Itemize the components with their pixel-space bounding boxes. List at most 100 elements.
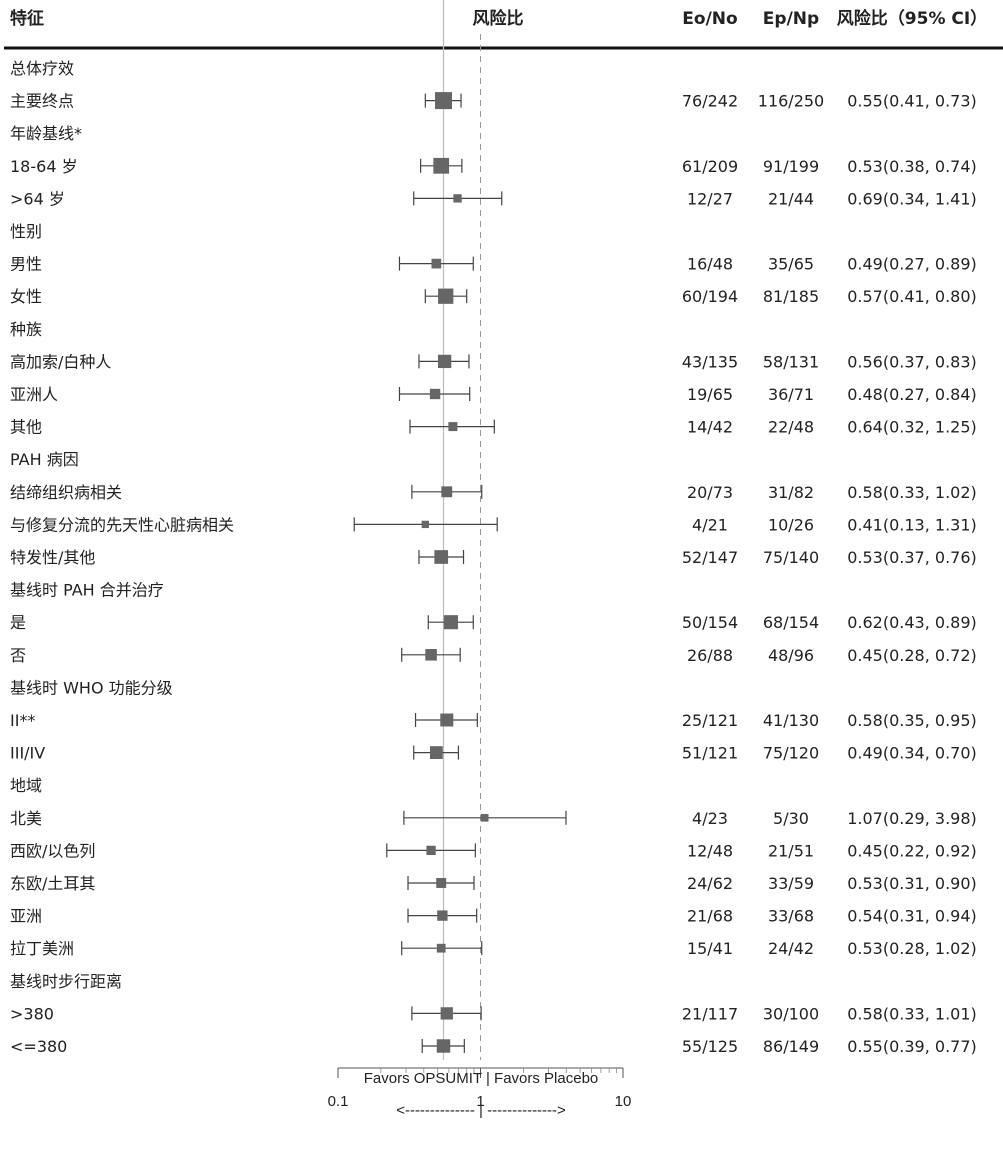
subgroup-label: II** — [10, 711, 35, 730]
subgroup-label: III/IV — [10, 744, 45, 763]
point-estimate-marker — [429, 388, 441, 400]
subgroup-label: 亚洲 — [10, 907, 42, 926]
point-estimate-marker — [426, 845, 436, 856]
x-tick-label: 10 — [615, 1093, 632, 1110]
subgroup-label: 男性 — [10, 255, 42, 274]
subgroup-label: 女性 — [10, 287, 42, 306]
events-opsumit: 51/121 — [682, 744, 738, 763]
hazard-ratio-ci: 0.58(0.33, 1.01) — [847, 1004, 977, 1023]
header-hazard-ratio: 风险比 — [473, 8, 524, 29]
subgroup-label: 其他 — [10, 418, 42, 437]
events-placebo: 33/59 — [768, 874, 814, 893]
hazard-ratio-ci: 0.55(0.39, 0.77) — [847, 1037, 977, 1056]
hazard-ratio-ci: 0.57(0.41, 0.80) — [847, 287, 977, 306]
subgroup-label: 是 — [10, 613, 26, 632]
hazard-ratio-ci: 0.56(0.37, 0.83) — [847, 352, 977, 371]
events-opsumit: 50/154 — [682, 613, 738, 632]
subgroup-label: 拉丁美洲 — [10, 939, 74, 958]
hazard-ratio-ci: 1.07(0.29, 3.98) — [847, 809, 977, 828]
x-tick-label: 1 — [476, 1093, 484, 1110]
events-opsumit: 15/41 — [687, 939, 733, 958]
events-opsumit: 16/48 — [687, 255, 733, 274]
header-hr-ci: 风险比（95% CI） — [837, 8, 987, 29]
events-opsumit: 4/23 — [692, 809, 728, 828]
point-estimate-marker — [480, 814, 489, 822]
subgroup-label: >64 岁 — [10, 189, 65, 208]
events-opsumit: 26/88 — [687, 646, 733, 665]
point-estimate-marker — [440, 1007, 453, 1020]
subgroup-label: 西欧/以色列 — [10, 841, 95, 860]
hazard-ratio-ci: 0.64(0.32, 1.25) — [847, 418, 977, 437]
point-estimate-marker — [421, 520, 429, 529]
events-opsumit: 12/27 — [687, 189, 733, 208]
events-opsumit: 21/117 — [682, 1004, 738, 1023]
group-label: 基线时 WHO 功能分级 — [10, 678, 173, 697]
point-estimate-marker — [441, 486, 453, 498]
group-label: 性别 — [10, 222, 42, 241]
events-placebo: 75/120 — [763, 744, 819, 763]
events-opsumit: 19/65 — [687, 385, 733, 404]
header-ep-np: Ep/Np — [763, 9, 819, 29]
hazard-ratio-ci: 0.53(0.31, 0.90) — [847, 874, 977, 893]
point-estimate-marker — [437, 910, 448, 921]
events-placebo: 33/68 — [768, 907, 814, 926]
group-label: 年龄基线* — [10, 124, 82, 143]
hazard-ratio-ci: 0.53(0.37, 0.76) — [847, 548, 977, 567]
point-estimate-marker — [431, 258, 442, 269]
point-estimate-marker — [448, 422, 458, 432]
header-eo-no: Eo/No — [682, 9, 737, 29]
events-opsumit: 20/73 — [687, 483, 733, 502]
hazard-ratio-ci: 0.53(0.28, 1.02) — [847, 939, 977, 958]
group-label: 地域 — [10, 776, 42, 795]
subgroup-label: 亚洲人 — [10, 385, 58, 404]
x-axis: 0.1 1 10 — [328, 1067, 632, 1110]
subgroup-label: 高加索/白种人 — [10, 352, 111, 371]
events-placebo: 116/250 — [758, 92, 824, 111]
hazard-ratio-ci: 0.45(0.28, 0.72) — [847, 646, 977, 665]
events-opsumit: 14/42 — [687, 418, 733, 437]
hazard-ratio-ci: 0.55(0.41, 0.73) — [847, 92, 977, 111]
hazard-ratio-ci: 0.62(0.43, 0.89) — [847, 613, 977, 632]
events-opsumit: 76/242 — [682, 92, 738, 111]
point-estimate-marker — [437, 354, 452, 369]
point-estimate-marker — [436, 1039, 451, 1053]
events-placebo: 21/44 — [768, 189, 814, 208]
events-opsumit: 43/135 — [682, 352, 738, 371]
favors-label: Favors OPSUMIT | Favors Placebo — [364, 1070, 599, 1087]
header-feature: 特征 — [10, 8, 44, 29]
events-placebo: 48/96 — [768, 646, 814, 665]
hazard-ratio-ci: 0.54(0.31, 0.94) — [847, 907, 977, 926]
events-placebo: 86/149 — [763, 1037, 819, 1056]
point-estimate-marker — [429, 746, 443, 759]
point-estimate-marker — [436, 943, 446, 953]
hazard-ratio-ci: 0.58(0.35, 0.95) — [847, 711, 977, 730]
hazard-ratio-ci: 0.45(0.22, 0.92) — [847, 841, 977, 860]
subgroup-label: >380 — [10, 1004, 54, 1023]
events-placebo: 41/130 — [763, 711, 819, 730]
point-estimate-marker — [453, 194, 462, 203]
events-placebo: 58/131 — [763, 352, 819, 371]
point-estimate-marker — [433, 157, 450, 174]
point-estimate-marker — [435, 92, 453, 110]
point-estimate-marker — [425, 649, 437, 661]
events-opsumit: 4/21 — [692, 515, 728, 534]
events-opsumit: 25/121 — [682, 711, 738, 730]
point-estimate-marker — [440, 713, 454, 727]
hazard-ratio-ci: 0.49(0.27, 0.89) — [847, 255, 977, 274]
hazard-ratio-ci: 0.69(0.34, 1.41) — [847, 189, 977, 208]
hazard-ratio-ci: 0.49(0.34, 0.70) — [847, 744, 977, 763]
hazard-ratio-ci: 0.41(0.13, 1.31) — [847, 515, 977, 534]
subgroup-label: 主要终点 — [10, 92, 74, 111]
subgroup-label: 北美 — [10, 809, 42, 828]
hazard-ratio-ci: 0.58(0.33, 1.02) — [847, 483, 977, 502]
subgroup-label: 18-64 岁 — [10, 157, 78, 176]
subgroup-label: <=380 — [10, 1037, 67, 1056]
group-label: PAH 病因 — [10, 450, 79, 469]
events-opsumit: 12/48 — [687, 841, 733, 860]
events-placebo: 68/154 — [763, 613, 819, 632]
events-placebo: 21/51 — [768, 841, 814, 860]
events-placebo: 10/26 — [768, 515, 814, 534]
group-label: 种族 — [10, 320, 42, 339]
events-placebo: 91/199 — [763, 157, 819, 176]
